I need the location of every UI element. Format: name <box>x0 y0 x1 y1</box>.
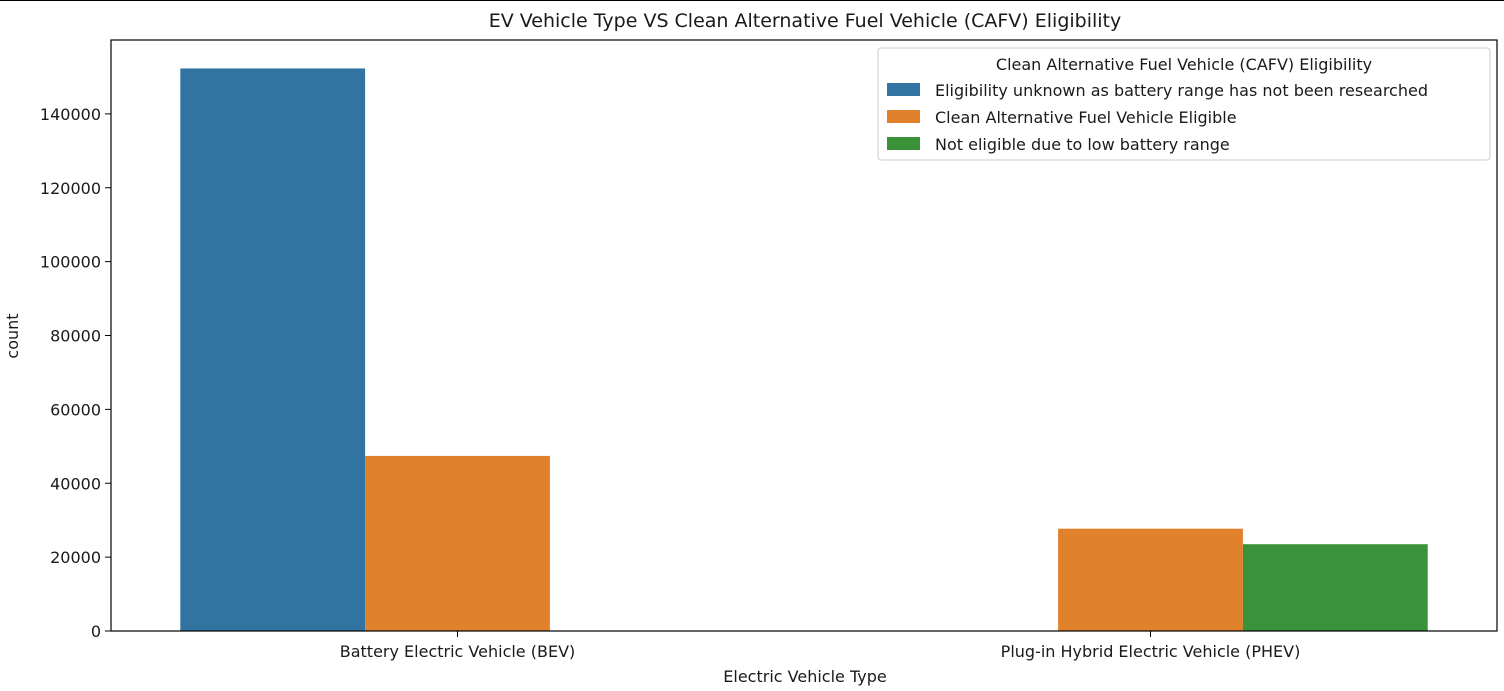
y-axis-label: count <box>3 313 22 358</box>
legend-label: Not eligible due to low battery range <box>935 135 1230 154</box>
bar-0-0 <box>180 68 366 631</box>
x-ticks: Battery Electric Vehicle (BEV) Plug-in Hy… <box>340 631 1301 661</box>
legend: Clean Alternative Fuel Vehicle (CAFV) El… <box>877 47 1491 161</box>
y-tick-label: 120000 <box>40 179 101 198</box>
bar-1-0 <box>365 455 550 631</box>
y-tick-label: 40000 <box>50 474 101 493</box>
chart-title: EV Vehicle Type VS Clean Alternative Fue… <box>489 10 1122 32</box>
x-tick-label: Battery Electric Vehicle (BEV) <box>340 642 576 661</box>
x-tick-label: Plug-in Hybrid Electric Vehicle (PHEV) <box>1001 642 1301 661</box>
y-tick-label: 80000 <box>50 327 101 346</box>
legend-label: Clean Alternative Fuel Vehicle Eligible <box>935 108 1237 127</box>
legend-swatch <box>887 110 920 123</box>
y-tick-label: 0 <box>91 622 101 641</box>
y-tick-label: 60000 <box>50 400 101 419</box>
legend-swatch <box>887 137 920 150</box>
bar-1-1 <box>1058 528 1243 631</box>
legend-frame <box>877 47 1491 161</box>
y-tick-label: 20000 <box>50 548 101 567</box>
y-tick-label: 140000 <box>40 105 101 124</box>
legend-swatch <box>887 83 920 96</box>
legend-title: Clean Alternative Fuel Vehicle (CAFV) El… <box>996 55 1372 74</box>
y-tick-label: 100000 <box>40 253 101 272</box>
y-ticks: 0 20000 40000 60000 80000 100000 120000 140000 <box>40 105 111 641</box>
bar-2-1 <box>1242 544 1428 631</box>
x-axis-label: Electric Vehicle Type <box>723 667 886 686</box>
bars-layer <box>180 68 1428 631</box>
top-border-line <box>0 0 1504 1</box>
legend-label: Eligibility unknown as battery range has… <box>935 81 1428 100</box>
legend-entries: Eligibility unknown as battery range has… <box>887 81 1428 154</box>
